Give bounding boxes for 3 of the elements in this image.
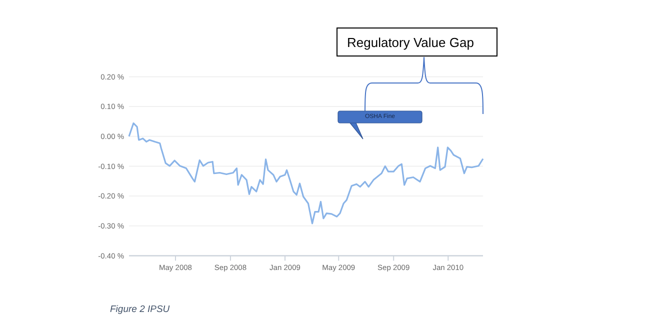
line-series bbox=[128, 122, 484, 224]
text: Regulatory Value Gap bbox=[347, 35, 474, 50]
caption: Figure 2 IPSU bbox=[110, 304, 170, 315]
